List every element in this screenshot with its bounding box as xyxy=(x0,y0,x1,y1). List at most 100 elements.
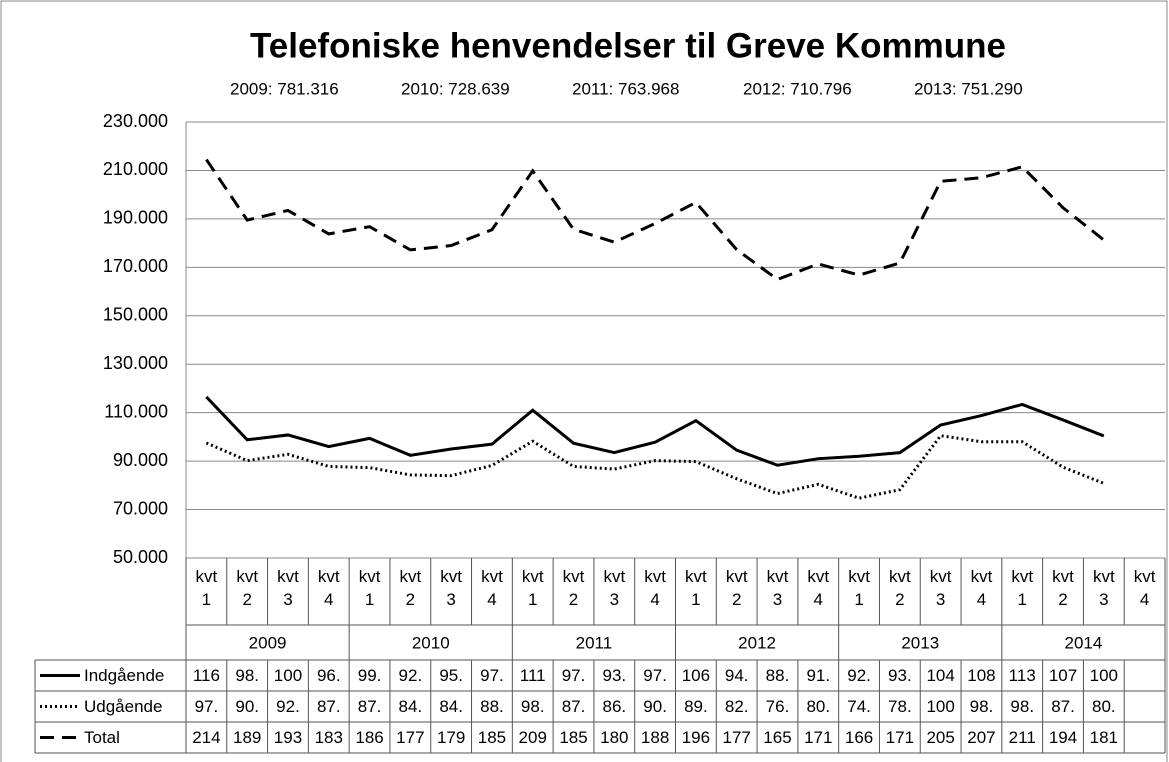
x-tick-label: kvt 1 xyxy=(848,567,870,609)
y-tick-label: 170.000 xyxy=(103,256,168,276)
table-value: 100 xyxy=(274,666,302,685)
group-label: 2010 xyxy=(412,633,450,652)
table-value: 98. xyxy=(970,697,994,716)
table-value: 100 xyxy=(926,697,954,716)
x-tick-label: kvt 3 xyxy=(277,567,299,609)
table-value: 106 xyxy=(682,666,710,685)
table-value: 96. xyxy=(317,666,341,685)
x-tick-label: kvt 1 xyxy=(685,567,707,609)
x-tick-label: kvt 1 xyxy=(1011,567,1033,609)
x-tick-label: kvt 3 xyxy=(930,567,952,609)
x-tick-label: kvt 4 xyxy=(644,567,666,609)
table-value: 207 xyxy=(967,728,995,747)
table-value: 181 xyxy=(1090,728,1118,747)
table-value: 179 xyxy=(437,728,465,747)
annotation: 2013: 751.290 xyxy=(914,79,1023,98)
x-tick-label: kvt 1 xyxy=(196,567,218,609)
table-value: 98. xyxy=(235,666,259,685)
x-tick-label: kvt 2 xyxy=(563,567,585,609)
series-line xyxy=(205,158,1105,282)
table-value: 86. xyxy=(602,697,626,716)
chart-title: Telefoniske henvendelser til Greve Kommu… xyxy=(250,26,1006,65)
table-value: 185 xyxy=(559,728,587,747)
y-tick-label: 150.000 xyxy=(103,305,168,325)
table-value: 165 xyxy=(763,728,791,747)
annotation: 2011: 763.968 xyxy=(572,79,679,98)
table-value: 186 xyxy=(355,728,383,747)
table-value: 211 xyxy=(1009,728,1036,747)
x-tick-label: kvt 3 xyxy=(603,567,625,609)
y-tick-label: 110.000 xyxy=(104,401,168,421)
annotation: 2010: 728.639 xyxy=(401,79,510,98)
table-value: 171 xyxy=(886,728,914,747)
table-value: 97. xyxy=(562,666,586,685)
table-value: 98. xyxy=(1010,697,1034,716)
table-value: 74. xyxy=(847,697,871,716)
legend-label: Total xyxy=(84,728,120,747)
table-value: 177 xyxy=(723,728,751,747)
y-tick-label: 190.000 xyxy=(103,208,168,228)
x-tick-label: kvt 3 xyxy=(440,567,462,609)
x-tick-label: kvt 2 xyxy=(889,567,911,609)
y-tick-label: 210.000 xyxy=(103,159,168,179)
x-tick-label: kvt 2 xyxy=(1052,567,1074,609)
table-value: 90. xyxy=(643,697,667,716)
table-value: 88. xyxy=(480,697,504,716)
x-tick-label: kvt 4 xyxy=(481,567,503,609)
table-value: 93. xyxy=(602,666,626,685)
x-tick-label: kvt 2 xyxy=(399,567,421,609)
x-tick-label: kvt 2 xyxy=(236,567,258,609)
x-tick-label: kvt 4 xyxy=(971,567,993,609)
y-tick-label: 70.000 xyxy=(113,498,168,518)
table-value: 87. xyxy=(358,697,382,716)
group-label: 2011 xyxy=(576,633,613,652)
table-value: 189 xyxy=(233,728,261,747)
table-value: 209 xyxy=(519,728,547,747)
table-value: 107 xyxy=(1049,666,1077,685)
y-tick-label: 130.000 xyxy=(103,353,168,373)
table-value: 97. xyxy=(643,666,667,685)
table-value: 76. xyxy=(766,697,790,716)
x-tick-label: kvt 4 xyxy=(807,567,829,609)
table-value: 84. xyxy=(439,697,463,716)
table-value: 193 xyxy=(274,728,302,747)
series-line xyxy=(205,434,1105,500)
table-value: 171 xyxy=(804,728,832,747)
x-tick-label: kvt 1 xyxy=(522,567,544,609)
table-value: 88. xyxy=(766,666,790,685)
table-value: 99. xyxy=(358,666,382,685)
table-value: 78. xyxy=(888,697,912,716)
legend-label: Indgående xyxy=(84,666,164,685)
table-value: 98. xyxy=(521,697,545,716)
table-value: 113 xyxy=(1009,666,1036,685)
table-value: 92. xyxy=(276,697,300,716)
y-tick-label: 50.000 xyxy=(113,547,168,567)
table-value: 111 xyxy=(520,666,546,685)
table-value: 87. xyxy=(1051,697,1075,716)
table-value: 82. xyxy=(725,697,749,716)
table-value: 80. xyxy=(1092,697,1116,716)
table-value: 93. xyxy=(888,666,912,685)
table-value: 89. xyxy=(684,697,708,716)
table-value: 185 xyxy=(478,728,506,747)
group-label: 2009 xyxy=(249,633,287,652)
table-value: 97. xyxy=(480,666,504,685)
y-tick-label: 90.000 xyxy=(113,450,168,470)
x-tick-label: kvt 1 xyxy=(359,567,381,609)
group-label: 2013 xyxy=(901,633,939,652)
table-value: 177 xyxy=(396,728,424,747)
table-value: 90. xyxy=(235,697,259,716)
table-value: 108 xyxy=(967,666,995,685)
x-tick-label: kvt 2 xyxy=(726,567,748,609)
table-value: 91. xyxy=(806,666,830,685)
table-value: 104 xyxy=(926,666,954,685)
x-tick-label: kvt 3 xyxy=(767,567,789,609)
table-value: 95. xyxy=(439,666,463,685)
annotation: 2009: 781.316 xyxy=(230,79,339,98)
table-value: 92. xyxy=(847,666,871,685)
table-value: 87. xyxy=(317,697,341,716)
table-value: 166 xyxy=(845,728,873,747)
table-value: 92. xyxy=(399,666,423,685)
